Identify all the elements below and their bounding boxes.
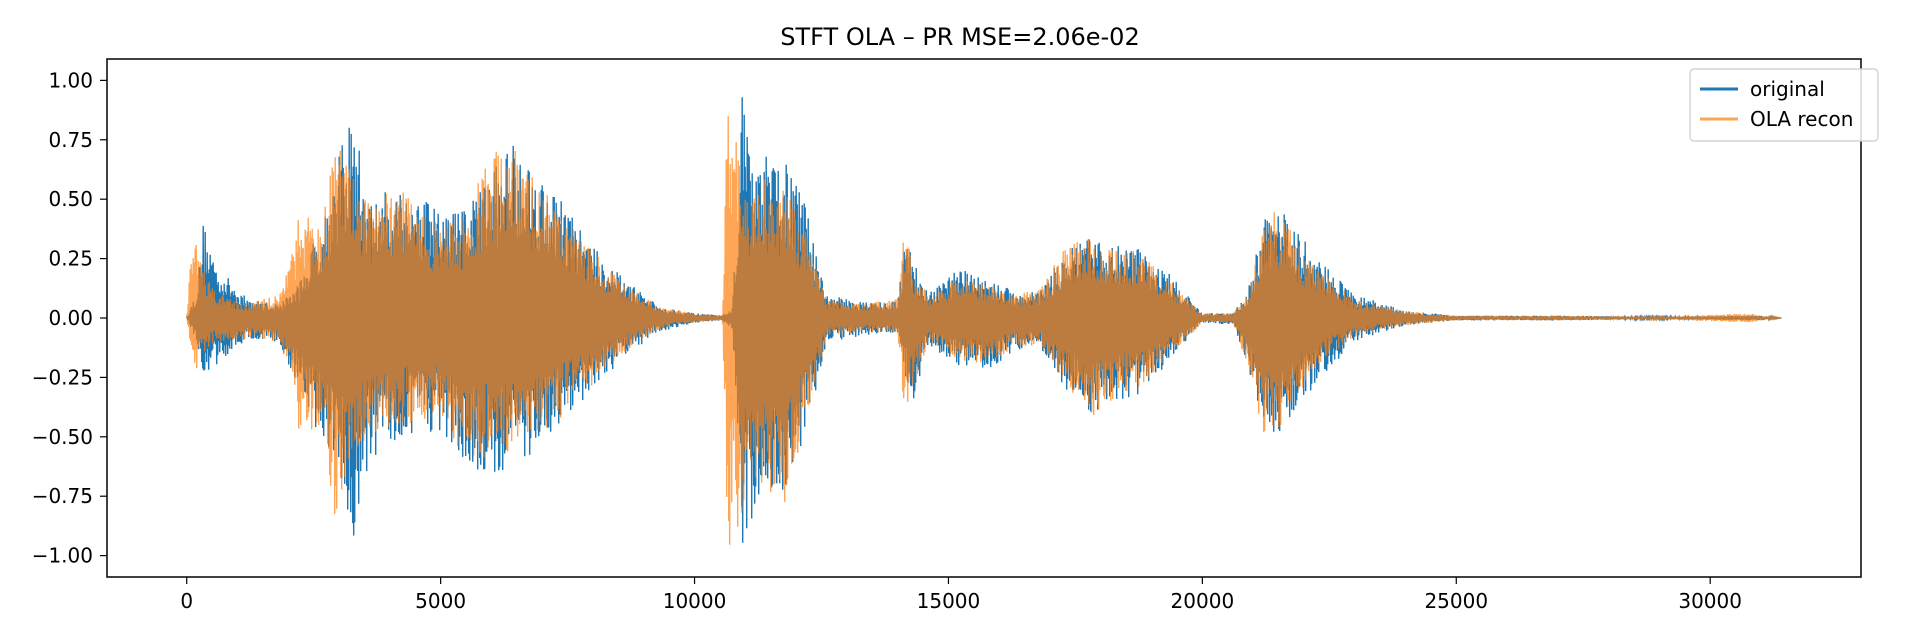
- x-tick-label: 20000: [1171, 589, 1235, 613]
- chart-title: STFT OLA – PR MSE=2.06e-02: [780, 23, 1139, 51]
- x-tick-label: 10000: [663, 589, 727, 613]
- x-axis: 0 5000 10000 15000 20000 25000 30000: [180, 577, 1742, 613]
- legend-label: OLA recon: [1750, 107, 1853, 131]
- x-tick-label: 25000: [1424, 589, 1488, 613]
- y-tick-label: −0.75: [32, 484, 93, 508]
- y-tick-label: 0.50: [48, 187, 93, 211]
- x-tick-label: 30000: [1678, 589, 1742, 613]
- y-tick-label: 0.25: [48, 247, 93, 271]
- y-tick-label: −0.25: [32, 365, 93, 389]
- y-axis: 1.00 0.75 0.50 0.25 0.00 −0.25 −0.50 −0.75 −1.00: [32, 68, 107, 568]
- legend-label: original: [1750, 77, 1825, 101]
- x-tick-label: 5000: [415, 589, 466, 613]
- y-tick-label: −0.50: [32, 425, 93, 449]
- y-tick-label: 0.00: [48, 306, 93, 330]
- legend: original OLA recon: [1689, 68, 1879, 142]
- x-tick-label: 15000: [917, 589, 981, 613]
- y-tick-label: −1.00: [32, 544, 93, 568]
- legend-box: [1689, 68, 1879, 142]
- x-tick-label: 0: [180, 589, 193, 613]
- y-tick-label: 0.75: [48, 128, 93, 152]
- signal-traces: [186, 97, 1782, 545]
- y-tick-label: 1.00: [48, 68, 93, 92]
- series-line-ola-recon: [186, 116, 1782, 545]
